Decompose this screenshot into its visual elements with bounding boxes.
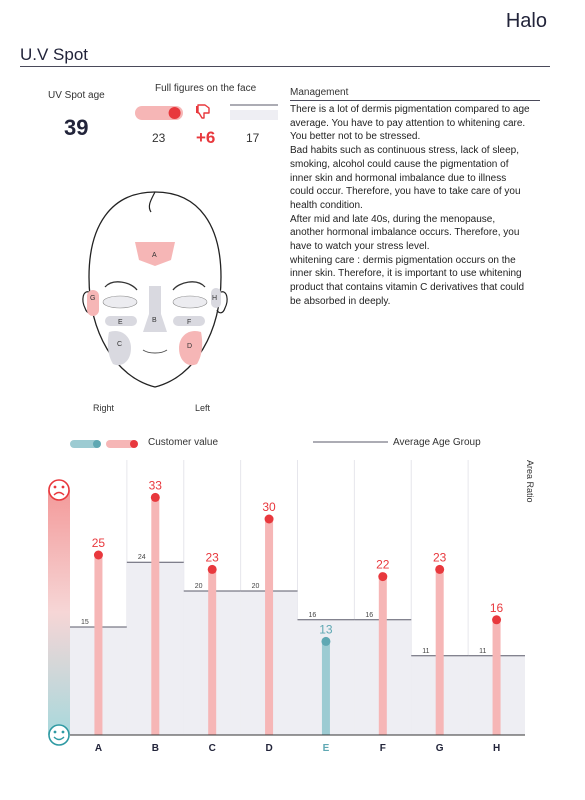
legend-high-bar xyxy=(106,440,136,448)
zone-label-c: C xyxy=(117,341,122,348)
average-figure-value: 17 xyxy=(246,131,260,145)
zone-label-d: D xyxy=(187,343,192,350)
customer-dot-b xyxy=(150,492,160,502)
customer-value-label-c: 23 xyxy=(206,550,220,564)
customer-value-label-g: 23 xyxy=(433,550,447,564)
mouth xyxy=(142,349,168,354)
uv-spot-age-label: UV Spot age xyxy=(48,90,105,101)
customer-figure-dot xyxy=(168,107,181,119)
zone-label-f: F xyxy=(187,319,191,326)
face-right-label: Right xyxy=(93,403,115,413)
legend-low-bar xyxy=(70,440,100,448)
average-value-label-h: 11 xyxy=(479,648,486,655)
average-value-label-f: 16 xyxy=(365,612,373,619)
customer-bar-g xyxy=(435,569,444,735)
face-diagram: A B C D E F G H xyxy=(82,191,228,388)
left-eye xyxy=(172,295,208,309)
average-value-label-g: 11 xyxy=(422,648,429,655)
risk-scale-bar xyxy=(48,490,70,735)
legend-customer-swatches xyxy=(70,440,138,448)
management-text: There is a lot of dermis pigmentation co… xyxy=(290,104,530,307)
uv-spot-age-value: 39 xyxy=(64,115,89,140)
category-label-h: H xyxy=(493,743,500,754)
customer-bar-d xyxy=(265,519,274,735)
customer-value-label-b: 33 xyxy=(149,478,163,492)
customer-value-label-e: 13 xyxy=(319,622,333,636)
right-eye xyxy=(102,295,138,309)
left-eyebrow xyxy=(172,281,206,291)
customer-dot-f xyxy=(378,572,388,582)
zone-label-h: H xyxy=(212,295,217,302)
full-figures-label: Full figures on the face xyxy=(155,83,257,94)
customer-dot-c xyxy=(207,564,217,574)
average-value-label-a: 15 xyxy=(81,619,89,626)
sad-face-icon xyxy=(48,479,70,501)
brand-name: Halo xyxy=(505,10,547,32)
category-label-e: E xyxy=(323,743,330,754)
average-figure-bar xyxy=(230,110,278,120)
title-divider xyxy=(20,66,550,67)
legend-high-dot xyxy=(130,440,138,448)
legend-average-label: Average Age Group xyxy=(393,437,481,448)
customer-bar-f xyxy=(378,576,387,735)
customer-value-label-d: 30 xyxy=(262,500,276,514)
category-label-d: D xyxy=(265,743,272,754)
customer-dot-d xyxy=(264,514,274,524)
management-divider xyxy=(290,100,540,101)
thumbs-down-icon xyxy=(196,104,210,119)
legend-low-dot xyxy=(93,440,101,448)
zone-label-b: B xyxy=(152,317,157,324)
zone-label-a: A xyxy=(152,252,157,259)
zone-b-nose xyxy=(143,286,167,332)
category-label-a: A xyxy=(95,743,102,754)
zone-a-forehead xyxy=(135,242,175,266)
happy-face-icon xyxy=(48,724,70,746)
customer-figure-value: 23 xyxy=(152,131,166,145)
zone-f-left-under-eye xyxy=(173,316,205,326)
zone-c-right-cheek xyxy=(107,330,131,366)
customer-bar-c xyxy=(208,569,217,735)
area-ratio-label: Area Ratio xyxy=(525,460,535,503)
zone-e-right-under-eye xyxy=(105,316,137,326)
zone-g-right-temple xyxy=(87,290,99,316)
zone-h-left-temple xyxy=(211,288,221,308)
customer-dot-h xyxy=(492,615,502,625)
left-ear xyxy=(216,291,228,314)
customer-value-label-a: 25 xyxy=(92,536,106,550)
category-label-b: B xyxy=(152,743,159,754)
customer-bar-b xyxy=(151,497,160,735)
zone-d-left-cheek xyxy=(179,330,203,366)
customer-bar-h xyxy=(492,619,501,735)
average-value-label-b: 24 xyxy=(138,554,146,561)
customer-value-label-f: 22 xyxy=(376,558,390,572)
customer-bar-e xyxy=(321,641,330,735)
face-left-label: Left xyxy=(195,403,211,413)
customer-bar-a xyxy=(94,555,103,735)
category-label-f: F xyxy=(380,743,386,754)
legend-customer-label: Customer value xyxy=(148,437,219,448)
customer-value-label-h: 16 xyxy=(490,601,504,615)
average-value-label-d: 20 xyxy=(252,583,260,590)
management-label: Management xyxy=(290,87,349,98)
hair-curl xyxy=(148,191,156,213)
category-label-g: G xyxy=(436,743,444,754)
area-ratio-chart: 15 24 20 20 16 16 11 11 25 A 33 B 23 C 30 D 13 E 22 F 23 G 16 H xyxy=(48,460,525,754)
zone-label-g: G xyxy=(90,295,95,302)
zone-label-e: E xyxy=(118,319,123,326)
legend-average-line xyxy=(313,441,388,443)
average-value-label-c: 20 xyxy=(195,583,203,590)
full-figures-gauge xyxy=(135,104,278,120)
average-value-label-e: 16 xyxy=(309,612,317,619)
right-eyebrow xyxy=(104,281,138,291)
customer-dot-e xyxy=(321,636,331,646)
customer-dot-a xyxy=(93,550,103,560)
page-title: U.V Spot xyxy=(20,45,89,64)
figure-delta: +6 xyxy=(196,128,216,147)
customer-dot-g xyxy=(435,564,445,574)
category-label-c: C xyxy=(209,743,216,754)
